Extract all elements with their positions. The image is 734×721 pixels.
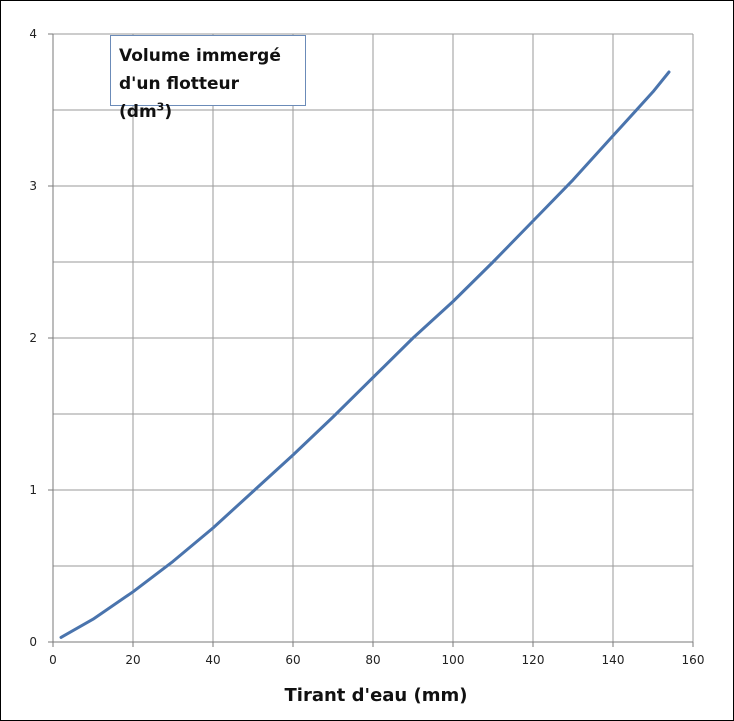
y-tick-label: 2 [29, 331, 37, 345]
chart-title-box: Volume immergé d'un flotteur (dm3) [110, 35, 306, 106]
x-tick-label: 80 [365, 653, 380, 667]
x-tick-label: 140 [602, 653, 625, 667]
x-tick-label: 0 [49, 653, 57, 667]
x-tick-label: 40 [205, 653, 220, 667]
chart-title-line-2: d'un flotteur (dm3) [119, 70, 297, 126]
x-tick-label: 60 [285, 653, 300, 667]
y-tick-labels: 0 1 2 3 4 [29, 27, 37, 649]
y-tick-label: 0 [29, 635, 37, 649]
y-tick-label: 1 [29, 483, 37, 497]
x-tick-label: 100 [442, 653, 465, 667]
chart-title-line-2-text: d'un flotteur (dm [119, 74, 239, 122]
y-tick-label: 3 [29, 179, 37, 193]
series-line [61, 72, 669, 637]
x-axis-title: Tirant d'eau (mm) [285, 685, 468, 706]
chart-title-line-1: Volume immergé [119, 42, 297, 70]
x-tick-labels: 0 20 40 60 80 100 120 140 160 [49, 653, 704, 667]
x-tick-label: 20 [125, 653, 140, 667]
x-tick-label: 120 [522, 653, 545, 667]
x-tick-label: 160 [682, 653, 705, 667]
series-lines [61, 72, 669, 637]
chart-title-line-2-close: ) [164, 102, 172, 122]
y-tick-label: 4 [29, 27, 37, 41]
